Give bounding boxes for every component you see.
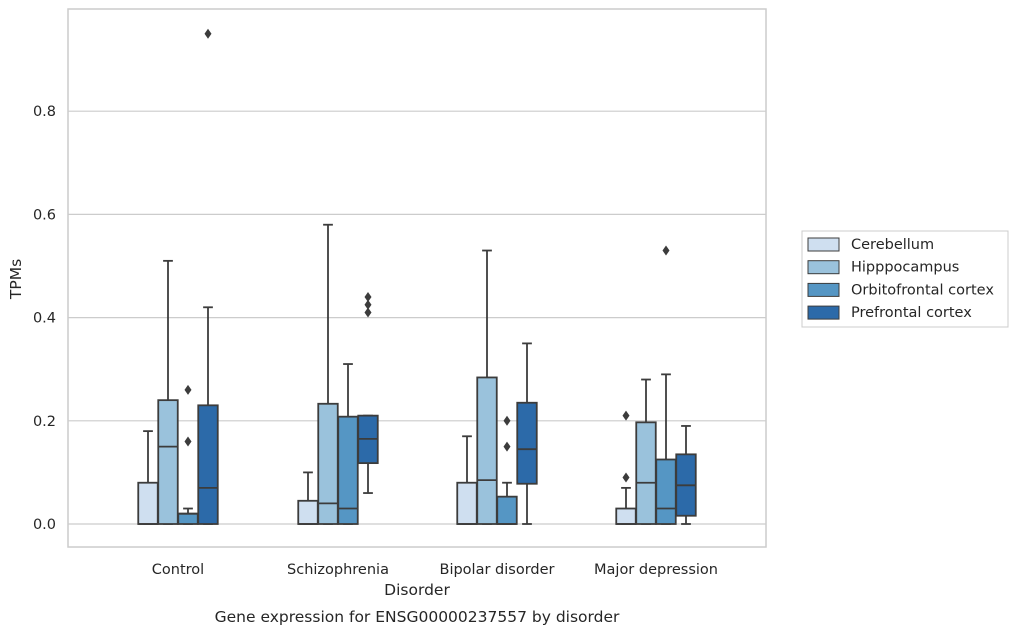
outlier-point xyxy=(662,245,670,256)
box-0-0 xyxy=(137,430,159,525)
legend-swatch xyxy=(807,260,840,275)
y-axis-label: TPMs xyxy=(7,259,25,300)
box-2-1 xyxy=(337,363,359,525)
box-body xyxy=(496,495,518,525)
box-body xyxy=(317,402,339,525)
box-body xyxy=(297,499,319,525)
outlier-point xyxy=(503,415,511,426)
legend: Cerebellum Hipppocampus Orbitofrontal cort… xyxy=(801,230,1009,328)
outlier-point xyxy=(622,410,630,421)
x-tick-label: Major depression xyxy=(594,562,718,578)
box-body xyxy=(197,404,219,525)
box-2-3 xyxy=(655,245,677,525)
legend-swatch xyxy=(807,282,840,297)
x-axis-label: Disorder xyxy=(384,581,450,599)
y-tick-label: 0.6 xyxy=(33,207,56,223)
y-tick-label: 0.4 xyxy=(33,311,56,327)
outlier-point xyxy=(364,291,372,302)
outlier-point xyxy=(184,436,192,447)
y-tick-label: 0.8 xyxy=(33,104,56,120)
box-0-2 xyxy=(456,435,478,525)
outlier-point xyxy=(503,441,511,452)
legend-label: Cerebellum xyxy=(851,237,934,253)
y-tick-label: 0.0 xyxy=(33,517,56,533)
box-body xyxy=(655,458,677,525)
box-3-2 xyxy=(516,342,538,525)
box-body xyxy=(615,507,637,525)
box-3-1 xyxy=(357,291,379,494)
legend-label: Prefrontal cortex xyxy=(851,305,972,321)
y-tick-label: 0.2 xyxy=(33,414,56,430)
legend-label: Orbitofrontal cortex xyxy=(851,282,994,298)
box-body xyxy=(516,401,538,485)
box-2-2 xyxy=(496,415,518,525)
box-3-3 xyxy=(675,425,697,525)
plot-frame xyxy=(67,8,767,548)
box-groups xyxy=(137,28,697,525)
box-body xyxy=(177,512,199,525)
x-tick-label: Schizophrenia xyxy=(287,562,389,578)
legend-swatch xyxy=(807,237,840,252)
box-body xyxy=(476,376,498,525)
outlier-point xyxy=(364,307,372,318)
outlier-point xyxy=(204,28,212,39)
box-1-0 xyxy=(157,259,179,525)
outlier-point xyxy=(622,472,630,483)
outlier-point xyxy=(364,299,372,310)
chart-caption: Gene expression for ENSG00000237557 by d… xyxy=(215,608,620,626)
box-1-2 xyxy=(476,249,498,525)
x-tick-labels: Control Schizophrenia Bipolar disorder Majo… xyxy=(152,562,718,578)
box-body xyxy=(337,415,359,525)
box-body xyxy=(635,421,657,525)
box-body xyxy=(137,481,159,525)
box-0-3 xyxy=(615,410,637,525)
box-1-1 xyxy=(317,223,339,525)
legend-swatch xyxy=(807,305,840,320)
box-body xyxy=(456,481,478,525)
x-tick-label: Control xyxy=(152,562,204,578)
outlier-point xyxy=(184,384,192,395)
y-tick-labels: 0.0 0.2 0.4 0.6 0.8 xyxy=(33,104,56,533)
legend-label: Hipppocampus xyxy=(851,260,959,276)
box-body xyxy=(157,399,179,525)
x-tick-label: Bipolar disorder xyxy=(440,562,555,578)
box-3-0 xyxy=(197,28,219,525)
